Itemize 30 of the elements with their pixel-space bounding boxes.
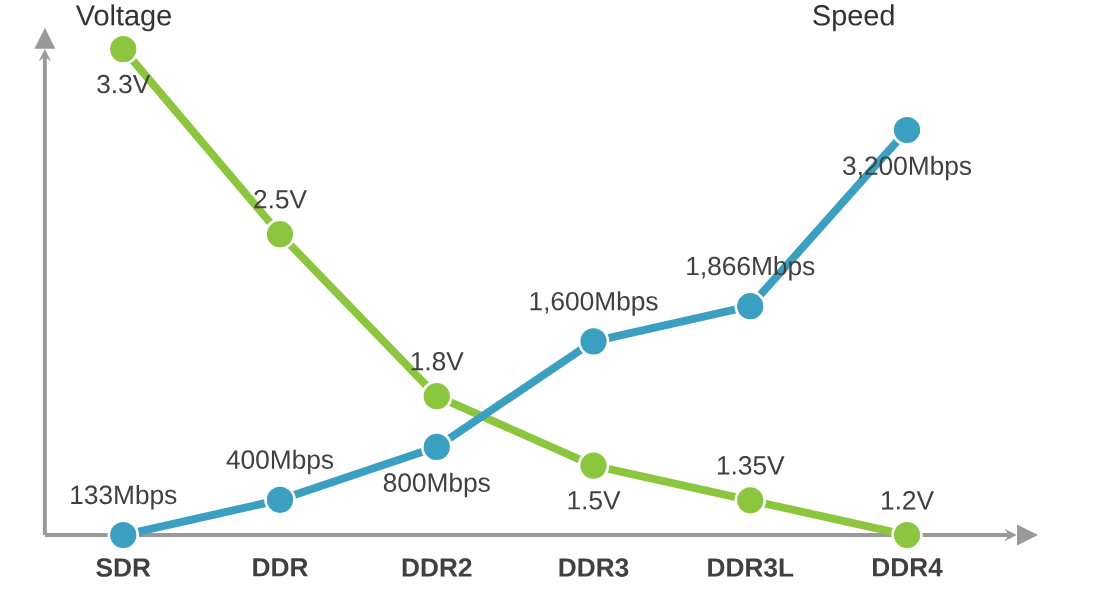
- data-label: 3.3V: [97, 74, 151, 94]
- y2-axis-title: Speed: [813, 4, 894, 32]
- data-label: 2.5V: [254, 190, 307, 209]
- point: [734, 484, 767, 517]
- point: [107, 519, 140, 551]
- x-tick-label: DDR3: [559, 558, 629, 577]
- point: [420, 380, 453, 413]
- point: [734, 290, 767, 323]
- point: [577, 449, 610, 482]
- point: [107, 33, 140, 65]
- x-tick-label: DDR: [253, 558, 308, 577]
- data-label: 1.35V: [717, 456, 785, 475]
- x-tick-label: DDR3L: [708, 558, 794, 577]
- point: [891, 114, 923, 146]
- data-label: 1.5V: [568, 491, 621, 510]
- y-axis-title: Voltage: [75, 4, 171, 32]
- data-label: 1.2V: [882, 491, 934, 510]
- x-tick-label: DDR2: [402, 558, 472, 577]
- point: [420, 431, 453, 463]
- data-label: 800Mbps: [383, 472, 490, 498]
- data-label: 1.8V: [411, 352, 464, 371]
- data-label: 400Mbps: [226, 449, 334, 475]
- point: [577, 325, 610, 358]
- x-tick-label: SDR: [96, 558, 151, 577]
- x-tick-label: DDR4: [873, 558, 943, 577]
- point: [264, 218, 296, 251]
- point: [264, 484, 296, 516]
- data-label: 1,600Mbps: [530, 291, 658, 316]
- data-label: 133Mbps: [71, 484, 177, 510]
- point: [891, 519, 923, 551]
